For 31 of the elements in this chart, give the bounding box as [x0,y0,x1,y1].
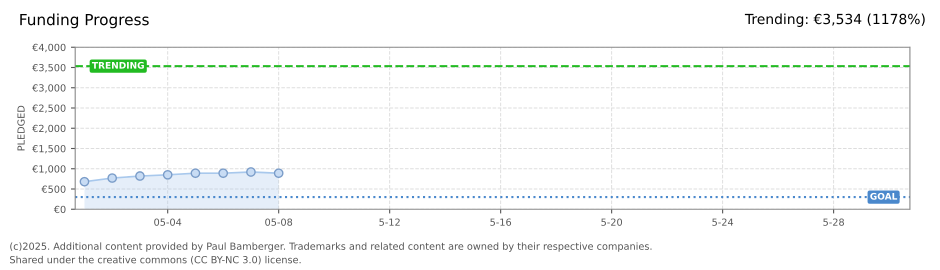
x-tick-label: 5-12 [379,218,400,226]
y-tick-label: €2,500 [32,104,66,113]
text: (c)2025. Additional content provided by Paul Bamberger. Trademarks and related content are owned by their respective companies. [10,242,652,252]
x-tick-label: 5-16 [490,218,512,226]
y-tick-label: €0 [54,206,66,214]
x-tick-label: 05-08 [265,218,292,226]
text: Shared under the creative commons (CC BY-NC 3.0) license. [10,256,301,265]
point [246,167,256,177]
y-tick-label: €500 [41,185,66,193]
y-axis-title: PLEDGED [17,106,25,150]
x-tick-label: 5-24 [712,218,734,226]
point [274,168,284,178]
y-tick-label: €2,000 [32,124,66,134]
x-tick-label: 05-04 [154,218,182,226]
ref-line-label: TRENDING [92,62,144,69]
x-tick-label: 5-20 [601,218,622,226]
point [190,168,200,178]
ref-line-label: GOAL [870,192,898,200]
point [162,170,173,180]
point [218,168,228,178]
y-tick-label: €3,000 [32,84,66,93]
point [135,171,145,181]
y-tick-label: €3,500 [32,64,66,72]
x-tick-label: 5-28 [823,218,844,226]
y-tick-label: €4,000 [32,44,66,52]
point [107,173,118,183]
text: Trending: €3,534 (1178%) [744,14,925,27]
y-tick-label: €1,500 [32,144,66,154]
chart-title: Funding Progress [20,14,149,28]
y-tick-label: €1,000 [32,165,66,174]
point [80,176,90,187]
